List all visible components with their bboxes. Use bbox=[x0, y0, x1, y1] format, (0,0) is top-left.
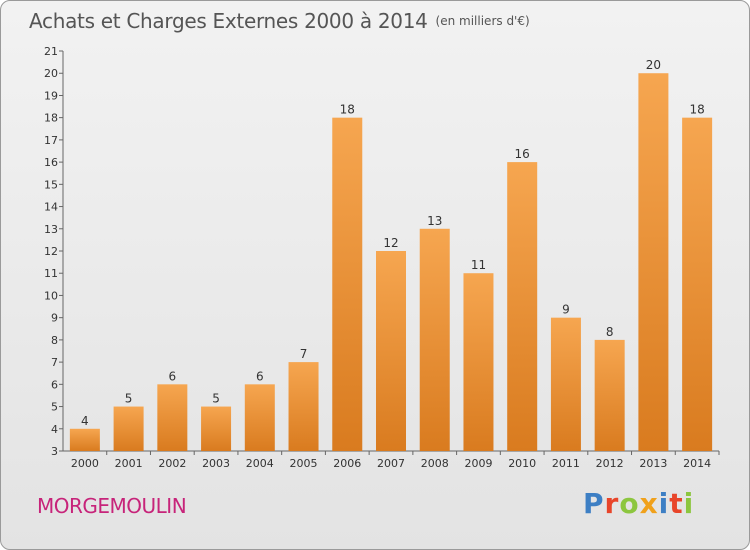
bar bbox=[157, 384, 188, 451]
y-tick-label: 21 bbox=[44, 45, 58, 58]
data-label: 12 bbox=[383, 236, 398, 250]
y-tick-label: 15 bbox=[44, 178, 58, 191]
bar bbox=[376, 251, 406, 451]
bar bbox=[550, 317, 581, 451]
data-label: 4 bbox=[81, 414, 89, 428]
y-tick-label: 19 bbox=[44, 89, 58, 102]
logo-letter: t bbox=[669, 487, 684, 520]
title-unit: (en milliers d'€) bbox=[435, 14, 530, 28]
data-labels: 4 5 6 5 6 7 18 12 13 11 16 9 8 20 18 bbox=[81, 58, 705, 428]
bar bbox=[638, 73, 669, 451]
bar bbox=[594, 339, 625, 451]
x-tick-label: 2002 bbox=[158, 457, 186, 470]
title-main: Achats et Charges Externes 2000 à 2014 bbox=[29, 9, 428, 33]
data-label: 20 bbox=[646, 58, 661, 72]
bar bbox=[507, 162, 538, 451]
x-tick-label: 2004 bbox=[246, 457, 274, 470]
bar bbox=[201, 406, 232, 451]
logo-letter: o bbox=[619, 487, 640, 520]
city-name: MORGEMOULIN bbox=[37, 494, 187, 518]
data-label: 9 bbox=[562, 303, 570, 317]
x-tick-label: 2012 bbox=[596, 457, 624, 470]
y-tick-label: 17 bbox=[44, 134, 58, 147]
y-tick-label: 9 bbox=[51, 312, 58, 325]
logo-letter: x bbox=[639, 487, 659, 520]
data-label: 16 bbox=[515, 147, 530, 161]
logo-letter: i bbox=[683, 487, 695, 520]
x-tick-label: 2008 bbox=[421, 457, 449, 470]
proxiti-logo[interactable]: Proxiti bbox=[583, 487, 694, 520]
axes: 3 4 5 6 7 8 9 10 11 12 13 14 15 16 17 18 19 20 21 2000 2001 2… bbox=[44, 45, 720, 470]
bar bbox=[682, 117, 713, 452]
bar bbox=[332, 117, 363, 452]
y-tick-label: 18 bbox=[44, 112, 58, 125]
data-label: 6 bbox=[169, 369, 177, 383]
y-tick-label: 4 bbox=[51, 423, 58, 436]
x-tick-label: 2006 bbox=[333, 457, 361, 470]
y-tick-label: 3 bbox=[51, 445, 58, 458]
bar bbox=[113, 406, 144, 451]
x-tick-label: 2013 bbox=[639, 457, 667, 470]
data-label: 13 bbox=[427, 214, 442, 228]
y-tick-label: 20 bbox=[44, 67, 58, 80]
y-tick-label: 11 bbox=[44, 267, 58, 280]
chart-title: Achats et Charges Externes 2000 à 2014 (e… bbox=[29, 9, 530, 33]
data-label: 8 bbox=[606, 325, 614, 339]
x-tick-label: 2003 bbox=[202, 457, 230, 470]
y-tick-label: 6 bbox=[51, 378, 58, 391]
data-label: 6 bbox=[256, 369, 264, 383]
x-tick-label: 2010 bbox=[508, 457, 536, 470]
y-tick-label: 14 bbox=[44, 201, 58, 214]
x-tick-label: 2000 bbox=[71, 457, 99, 470]
data-label: 5 bbox=[125, 392, 133, 406]
data-label: 18 bbox=[689, 103, 704, 117]
bar bbox=[288, 362, 319, 451]
data-label: 5 bbox=[212, 392, 220, 406]
x-tick-label: 2001 bbox=[115, 457, 143, 470]
bar bbox=[244, 384, 275, 451]
y-tick-label: 5 bbox=[51, 401, 58, 414]
bar bbox=[419, 228, 450, 451]
x-tick-label: 2014 bbox=[683, 457, 711, 470]
logo-letter: i bbox=[658, 487, 670, 520]
bars bbox=[69, 73, 713, 452]
bar bbox=[463, 273, 494, 451]
data-label: 18 bbox=[340, 103, 355, 117]
y-tick-label: 13 bbox=[44, 223, 58, 236]
data-label: 11 bbox=[471, 258, 486, 272]
y-tick-label: 12 bbox=[44, 245, 58, 258]
y-tick-label: 16 bbox=[44, 156, 58, 169]
y-tick-label: 10 bbox=[44, 289, 58, 302]
bar bbox=[69, 428, 100, 451]
logo-letter: r bbox=[604, 487, 620, 520]
x-tick-label: 2007 bbox=[377, 457, 405, 470]
logo-letter: P bbox=[583, 487, 605, 520]
data-label: 7 bbox=[300, 347, 308, 361]
x-tick-label: 2005 bbox=[290, 457, 318, 470]
x-tick-label: 2009 bbox=[464, 457, 492, 470]
y-tick-label: 8 bbox=[51, 334, 58, 347]
y-tick-label: 7 bbox=[51, 356, 58, 369]
x-tick-label: 2011 bbox=[552, 457, 580, 470]
